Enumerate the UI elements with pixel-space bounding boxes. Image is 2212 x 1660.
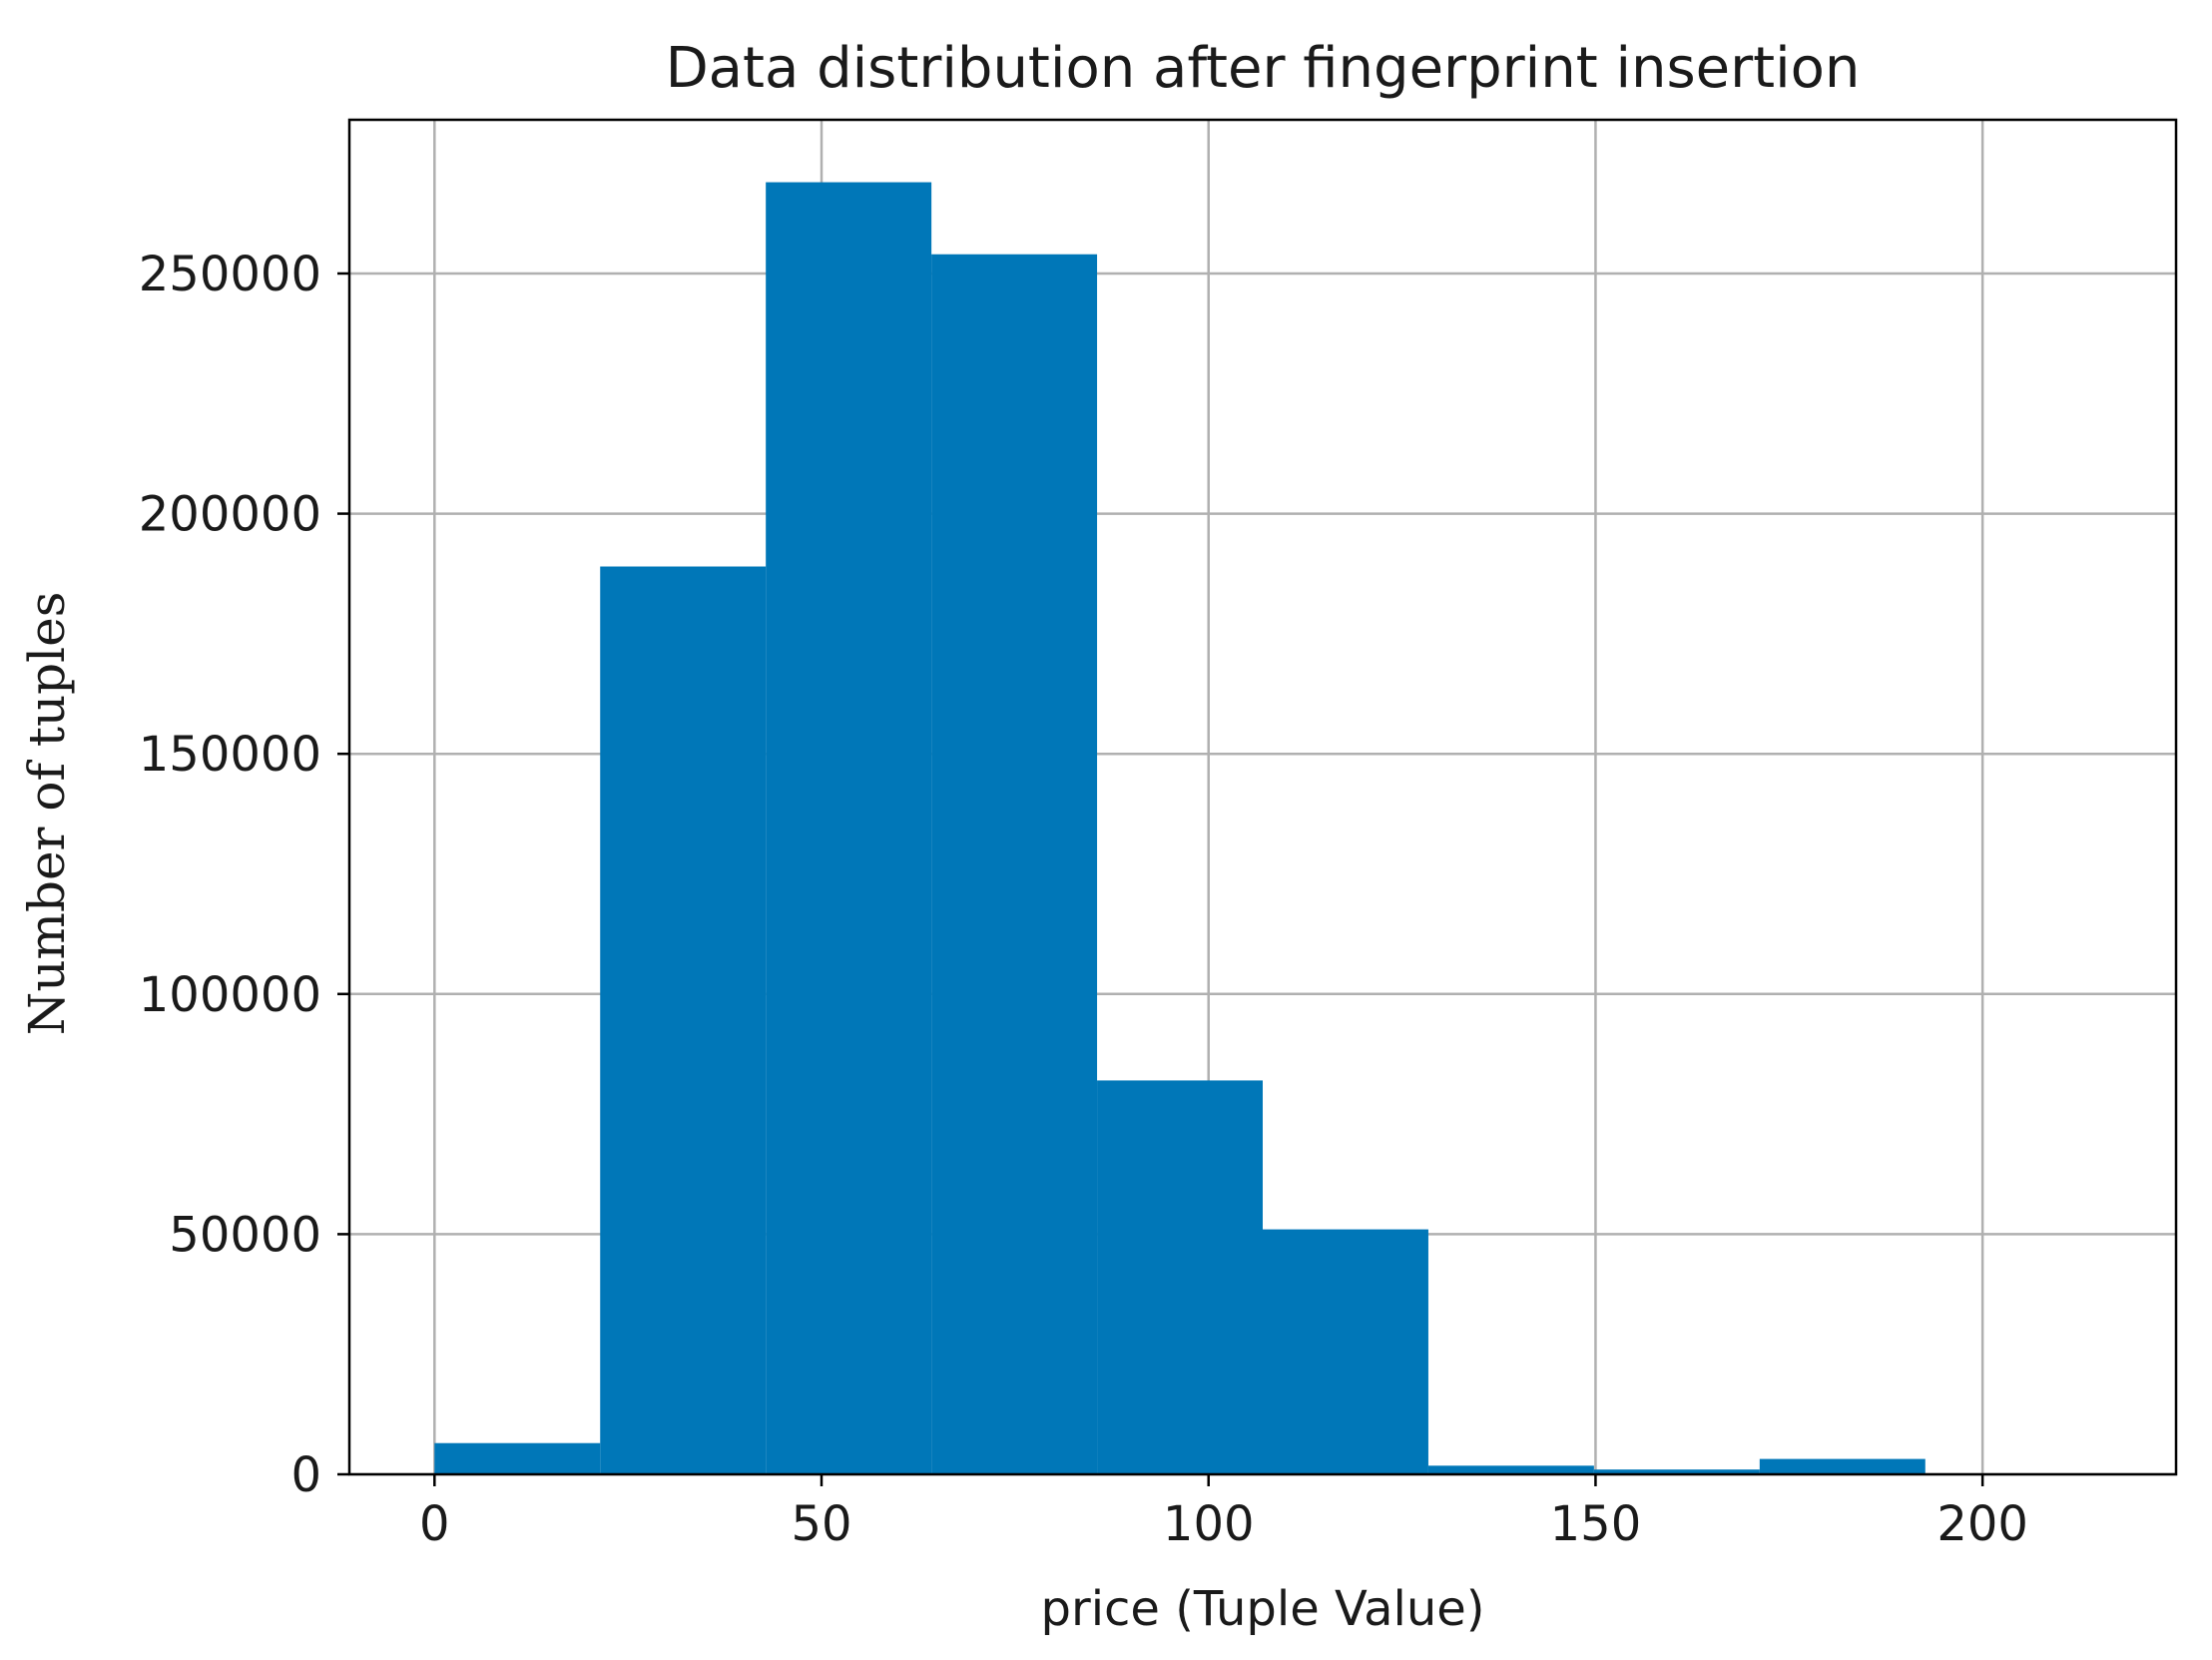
axis-ticks: 0 50 100 150 200 0 50000 100000 150000 200000 2500… [139, 247, 2028, 1552]
y-tick-label: 150000 [139, 727, 321, 783]
histogram-bar [1759, 1458, 1926, 1474]
histogram-bar [434, 1442, 601, 1474]
histogram-bar [1097, 1080, 1263, 1474]
histogram-bar [931, 254, 1098, 1475]
y-tick-label: 250000 [139, 247, 321, 302]
y-axis-label: Number of tuples [18, 592, 76, 1036]
chart-title: Data distribution after fingerprint inse… [666, 36, 1861, 101]
histogram-bar [766, 182, 932, 1474]
plot-frame [347, 118, 2178, 1476]
histogram-bar [1263, 1229, 1428, 1474]
y-tick-label: 50000 [169, 1207, 321, 1263]
histogram-bar [600, 566, 767, 1474]
histogram-bar [1427, 1465, 1594, 1474]
y-tick-label: 200000 [139, 487, 321, 543]
histogram-bars [434, 182, 1926, 1475]
y-tick-label: 100000 [139, 967, 321, 1023]
y-tick-label: 0 [290, 1447, 321, 1503]
x-tick-label: 150 [1550, 1496, 1642, 1552]
x-tick-label: 50 [791, 1496, 851, 1552]
x-tick-label: 0 [419, 1496, 450, 1552]
x-axis-label: price (Tuple Value) [1040, 1581, 1484, 1637]
x-tick-label: 200 [1936, 1496, 2028, 1552]
histogram-bar [1593, 1469, 1760, 1474]
x-tick-label: 100 [1163, 1496, 1255, 1552]
